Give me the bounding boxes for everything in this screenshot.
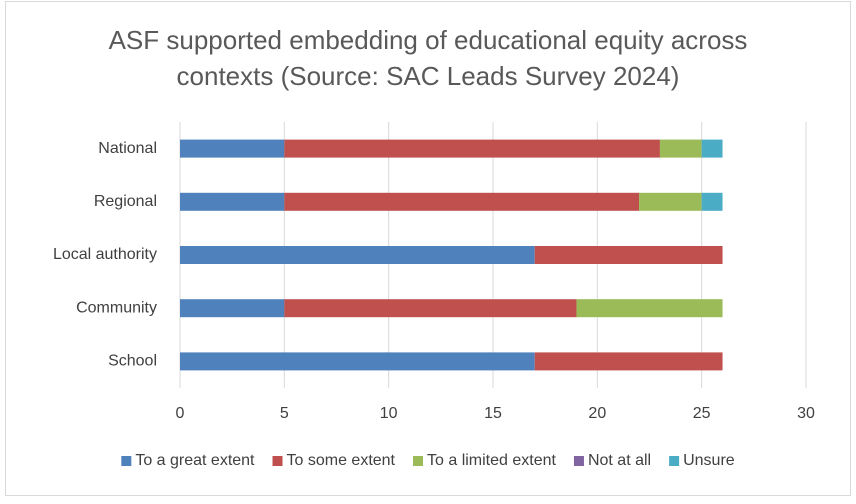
- legend-label: Unsure: [683, 452, 735, 469]
- bar-segment: [534, 246, 723, 264]
- legend-label: To a great extent: [135, 452, 255, 469]
- bar-segment: [659, 139, 702, 158]
- y-tick-label: Community: [76, 299, 157, 316]
- legend-swatch: [272, 456, 283, 466]
- bar-segment: [180, 352, 535, 371]
- legend-swatch: [121, 456, 132, 466]
- x-tick-label: 0: [176, 405, 185, 422]
- legend-label: Not at all: [588, 452, 651, 469]
- y-tick-label: Local authority: [53, 246, 157, 263]
- chart-title: ASF supported embedding of educational e…: [108, 25, 748, 91]
- bar-segment: [180, 246, 535, 264]
- x-tick-label: 25: [693, 405, 711, 422]
- y-tick-label: Regional: [94, 193, 157, 210]
- x-tick-label: 20: [588, 405, 606, 422]
- bar-segment: [701, 192, 723, 211]
- legend-swatch: [413, 456, 424, 466]
- bar-segment: [534, 352, 723, 371]
- legend-swatch: [669, 456, 680, 466]
- legend-label: To a limited extent: [427, 452, 557, 469]
- bar-segment: [284, 299, 577, 318]
- bar-segment: [701, 139, 723, 158]
- legend-swatch: [573, 456, 584, 466]
- x-tick-label: 15: [484, 405, 502, 422]
- bar-segment: [180, 299, 285, 318]
- y-tick-label: National: [98, 140, 157, 157]
- y-tick-label: School: [108, 353, 157, 370]
- x-tick-label: 30: [797, 405, 815, 422]
- bar-segment: [180, 192, 285, 211]
- x-tick-label: 5: [280, 405, 289, 422]
- legend-label: To some extent: [287, 452, 396, 469]
- x-tick-label: 10: [380, 405, 398, 422]
- bar-segment: [180, 139, 285, 158]
- bar-segment: [284, 139, 660, 158]
- bar-segment: [639, 192, 702, 211]
- bar-segment: [576, 299, 723, 318]
- bar-segment: [284, 192, 640, 211]
